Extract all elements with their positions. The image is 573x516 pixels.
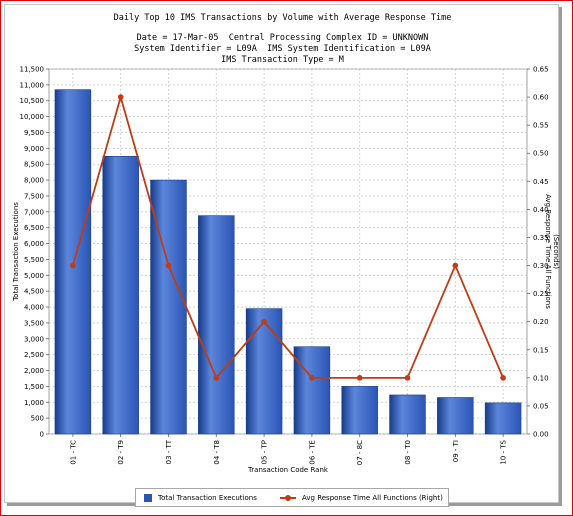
line-point xyxy=(165,262,172,269)
chart-title: Daily Top 10 IMS Transactions by Volume … xyxy=(113,13,452,23)
bar xyxy=(293,346,331,435)
y-tick-label: 4,000 xyxy=(24,304,44,312)
line-point xyxy=(500,375,506,381)
y2-tick-label: 0.50 xyxy=(533,150,549,158)
legend-item-line: Avg Response Time All Functions (Right) xyxy=(280,493,443,503)
y-tick-label: 1,000 xyxy=(24,399,44,407)
bar xyxy=(341,386,378,435)
bar xyxy=(54,89,92,435)
line-point xyxy=(213,375,220,381)
y-tick-label: 11,000 xyxy=(20,81,45,89)
y-tick-label: 5,000 xyxy=(24,272,44,280)
y2-tick-label: 0.20 xyxy=(533,318,549,326)
y-tick-label: 4,500 xyxy=(24,288,44,296)
bar xyxy=(389,394,426,435)
line-point xyxy=(404,375,411,381)
line-point xyxy=(117,94,124,100)
y2-tick-label: 0.10 xyxy=(533,374,549,382)
x-tick-label: 09 - TI xyxy=(452,440,460,462)
y2-tick-label: 0.40 xyxy=(533,206,549,214)
x-tick-label: 02 - T9 xyxy=(117,440,125,465)
legend-bar-label: Total Transaction Executions xyxy=(158,494,257,502)
legend-bar-swatch xyxy=(144,494,152,502)
legend-line-label: Avg Response Time All Functions (Right) xyxy=(302,494,443,502)
x-tick-label: 01 - TC xyxy=(69,440,77,465)
y-tick-label: 2,000 xyxy=(24,367,44,375)
y2-tick-label: 0.55 xyxy=(533,122,549,130)
y-tick-label: 10,000 xyxy=(20,113,45,121)
line-point xyxy=(356,375,363,381)
y2-tick-label: 0.15 xyxy=(533,346,549,354)
y-tick-label: 7,500 xyxy=(24,192,44,200)
bar xyxy=(245,308,283,435)
line-point xyxy=(70,262,76,269)
y-tick-label: 9,000 xyxy=(24,145,44,153)
x-tick-label: 07 - 8C xyxy=(356,440,364,465)
y-tick-label: 6,500 xyxy=(24,224,44,232)
y2-tick-label: 0.45 xyxy=(533,178,549,186)
legend-line-swatch xyxy=(280,494,296,502)
series-line xyxy=(72,93,504,380)
x-tick-label: 08 - T0 xyxy=(404,440,412,465)
y-tick-label: 3,000 xyxy=(24,335,44,343)
y-tick-label: 9,500 xyxy=(24,129,44,137)
y-tick-label: 2,500 xyxy=(24,351,44,359)
y2-tick-label: 0.05 xyxy=(533,402,549,410)
bar xyxy=(437,397,474,435)
line-point xyxy=(452,262,459,269)
y-tick-label: 6,000 xyxy=(24,240,44,248)
y2-tick-label: 0.65 xyxy=(533,66,549,74)
combo-chart: 0 500 1,000 1,500 2,000 2,500 3,000 3,500 4,000 4… xyxy=(12,66,560,475)
y-tick-label: 5,500 xyxy=(24,256,44,264)
chart-panel: Daily Top 10 IMS Transactions by Volume … xyxy=(4,4,560,507)
y-tick-label: 0 xyxy=(40,431,44,439)
y-tick-label: 10,500 xyxy=(20,97,45,105)
x-tick-label: 06 - TE xyxy=(308,440,316,465)
y-tick-label: 1,500 xyxy=(24,383,44,391)
y-tick-label: 500 xyxy=(31,415,44,423)
line-point xyxy=(261,318,267,325)
bar xyxy=(198,215,235,435)
x-tick-label: 05 - TP xyxy=(261,440,269,464)
y2-tick-label: 0.60 xyxy=(533,94,549,102)
y-tick-label: 8,500 xyxy=(24,161,44,169)
x-tick-label: 10 - TS xyxy=(500,439,508,464)
subtitle-line-2: System Identifier = L09A IMS System Iden… xyxy=(134,44,431,54)
x-tick-label: 03 - TT xyxy=(165,439,173,464)
y-tick-label: 8,000 xyxy=(24,177,44,185)
bar xyxy=(102,155,139,435)
x-axis-title: Transaction Code Rank xyxy=(247,466,329,474)
legend-item-bars: Total Transaction Executions xyxy=(144,493,257,503)
y2-tick-label: 0.35 xyxy=(533,234,549,242)
subtitle-line-1: Date = 17-Mar-05 Central Processing Comp… xyxy=(136,33,429,43)
subtitle-line-3: IMS Transaction Type = M xyxy=(221,55,344,65)
y-tick-label: 3,500 xyxy=(24,319,44,327)
y-tick-label: 11,500 xyxy=(20,66,45,74)
y-tick-label: 7,000 xyxy=(24,208,44,216)
x-tick-label: 04 - T8 xyxy=(213,440,221,465)
bar xyxy=(484,402,522,435)
y2-tick-label: 0.25 xyxy=(533,290,549,298)
line-point xyxy=(309,375,315,381)
legend: Total Transaction Executions Avg Respons… xyxy=(135,488,449,507)
y-axis-title: Total Transaction Executions xyxy=(12,202,20,302)
y2-tick-label: 0.30 xyxy=(533,262,549,270)
y2-tick-label: 0.00 xyxy=(533,431,549,439)
y2-axis-title-units: (Seconds) xyxy=(552,234,560,269)
y2-axis-title: Avg Response Time All Functions xyxy=(544,194,552,309)
